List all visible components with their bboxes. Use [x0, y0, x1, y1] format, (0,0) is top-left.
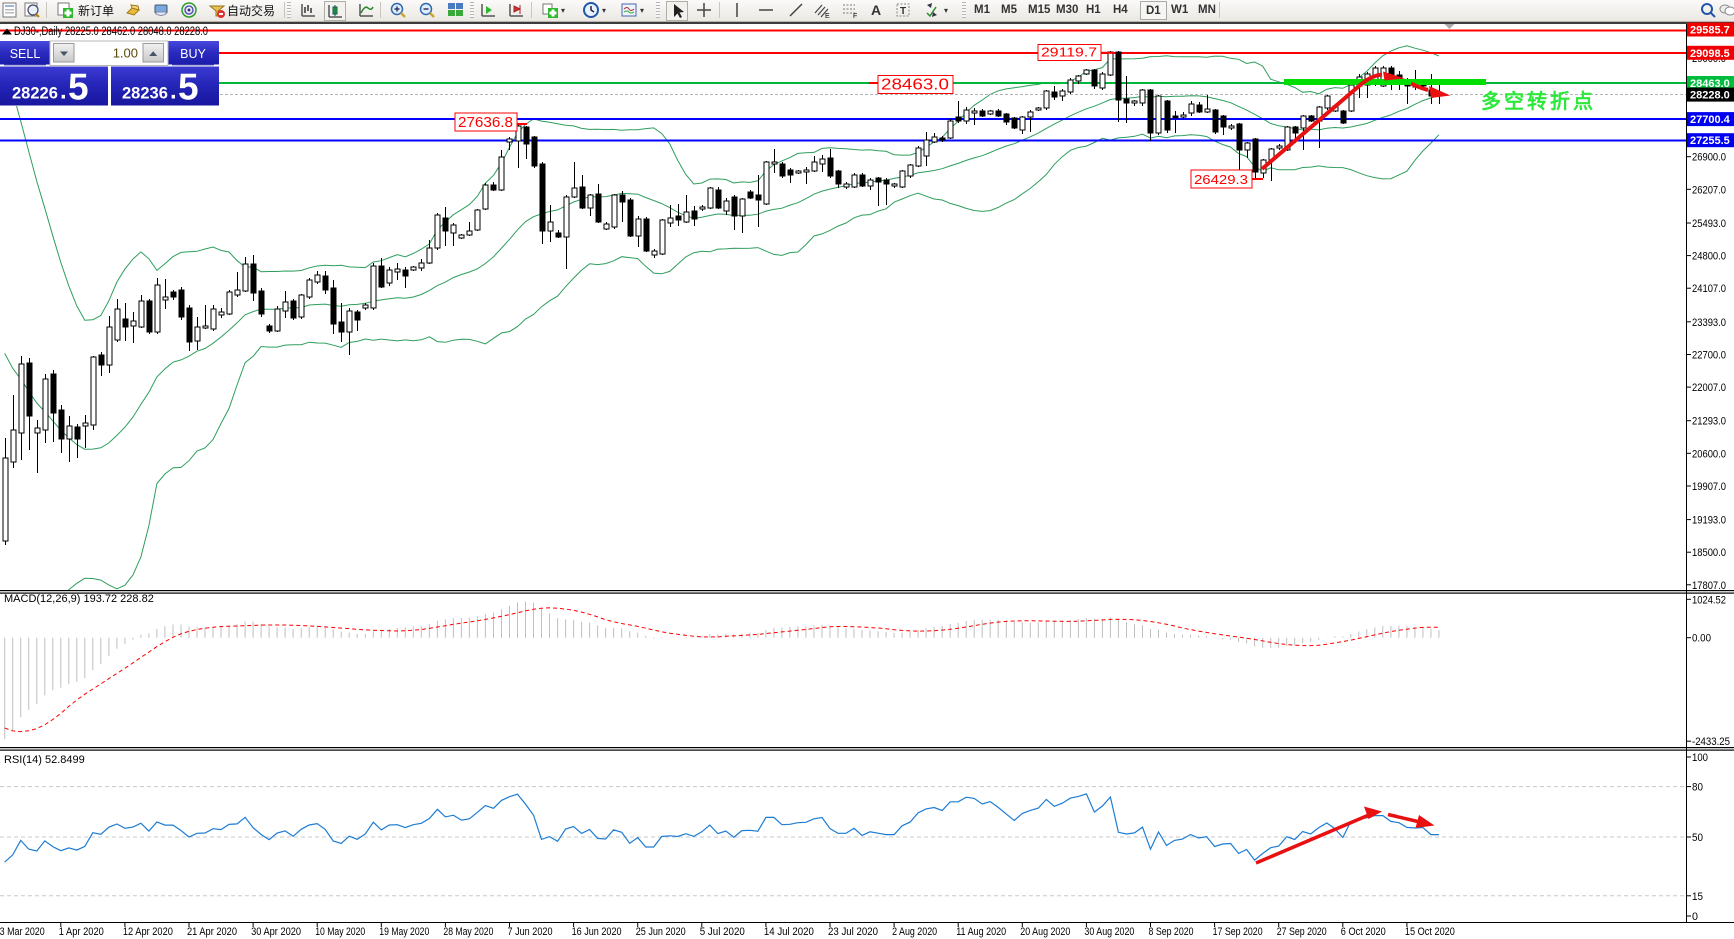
svg-text:27636.8: 27636.8: [458, 115, 513, 131]
svg-text:28463.0: 28463.0: [1690, 78, 1730, 90]
svg-text:19907.0: 19907.0: [1692, 481, 1726, 493]
svg-text:19193.0: 19193.0: [1692, 515, 1726, 527]
svg-text:12 Apr 2020: 12 Apr 2020: [123, 926, 173, 938]
svg-text:50: 50: [1692, 832, 1703, 844]
svg-text:23393.0: 23393.0: [1692, 317, 1726, 329]
svg-text:1024.52: 1024.52: [1692, 594, 1726, 606]
svg-text:28236: 28236: [122, 85, 168, 103]
svg-text:E: E: [825, 13, 830, 19]
svg-text:14 Jul 2020: 14 Jul 2020: [764, 926, 814, 938]
svg-text:30 Aug 2020: 30 Aug 2020: [1084, 926, 1134, 938]
svg-text:29098.5: 29098.5: [1690, 48, 1730, 60]
svg-text:7 Jun 2020: 7 Jun 2020: [508, 926, 553, 938]
svg-text:RSI(14) 52.8499: RSI(14) 52.8499: [4, 754, 85, 766]
svg-text:5: 5: [68, 67, 89, 108]
svg-text:BUY: BUY: [180, 47, 206, 61]
svg-text:28463.0: 28463.0: [881, 77, 949, 94]
svg-text:29585.7: 29585.7: [1690, 25, 1730, 37]
svg-text:23 Mar 2020: 23 Mar 2020: [0, 926, 45, 938]
svg-text:15: 15: [1692, 891, 1703, 903]
svg-text:17 Sep 2020: 17 Sep 2020: [1213, 926, 1263, 938]
svg-text:1.00: 1.00: [113, 46, 138, 61]
svg-text:29119.7: 29119.7: [1041, 45, 1097, 60]
svg-text:28228.0: 28228.0: [1690, 90, 1730, 102]
svg-text:28226: 28226: [12, 85, 58, 103]
svg-text:19 May 2020: 19 May 2020: [379, 926, 429, 938]
svg-text:17807.0: 17807.0: [1692, 580, 1726, 592]
svg-text:F: F: [853, 13, 857, 19]
svg-text:26900.0: 26900.0: [1692, 152, 1726, 164]
svg-text:0: 0: [1692, 911, 1698, 923]
svg-text:.: .: [60, 78, 67, 105]
svg-text:16 Jun 2020: 16 Jun 2020: [572, 926, 622, 938]
svg-text:27255.5: 27255.5: [1690, 135, 1730, 147]
svg-text:25 Jun 2020: 25 Jun 2020: [636, 926, 686, 938]
svg-text:30 Apr 2020: 30 Apr 2020: [251, 926, 301, 938]
svg-text:21 Apr 2020: 21 Apr 2020: [187, 926, 237, 938]
svg-text:23 Jul 2020: 23 Jul 2020: [828, 926, 878, 938]
svg-text:21293.0: 21293.0: [1692, 416, 1726, 428]
svg-text:18500.0: 18500.0: [1692, 547, 1726, 559]
svg-text:80: 80: [1692, 782, 1703, 794]
svg-text:8 Sep 2020: 8 Sep 2020: [1149, 926, 1194, 938]
svg-text:2 Aug 2020: 2 Aug 2020: [892, 926, 937, 938]
svg-text:22007.0: 22007.0: [1692, 382, 1726, 394]
svg-text:20 Aug 2020: 20 Aug 2020: [1020, 926, 1070, 938]
svg-text:100: 100: [1692, 752, 1708, 764]
svg-text:26207.0: 26207.0: [1692, 184, 1726, 196]
svg-text:25493.0: 25493.0: [1692, 218, 1726, 230]
svg-text:24107.0: 24107.0: [1692, 283, 1726, 295]
svg-text:27700.4: 27700.4: [1690, 114, 1731, 126]
svg-text:.: .: [170, 78, 177, 105]
svg-text:15 Oct 2020: 15 Oct 2020: [1405, 926, 1455, 938]
svg-text:多空转折点: 多空转折点: [1481, 89, 1596, 113]
svg-text:0.00: 0.00: [1692, 633, 1711, 645]
svg-text:-2433.25: -2433.25: [1692, 736, 1730, 748]
svg-text:5: 5: [178, 67, 199, 108]
svg-text:26429.3: 26429.3: [1194, 172, 1248, 187]
svg-text:24800.0: 24800.0: [1692, 251, 1726, 263]
svg-text:MACD(12,26,9) 193.72 228.82: MACD(12,26,9) 193.72 228.82: [4, 593, 154, 605]
svg-text:DJ30-,Daily 28225.0 28462.0 2: DJ30-,Daily 28225.0 28462.0 28048.0 2822…: [14, 26, 208, 38]
svg-text:6 Oct 2020: 6 Oct 2020: [1341, 926, 1386, 938]
svg-text:1 Apr 2020: 1 Apr 2020: [59, 926, 104, 938]
svg-text:SELL: SELL: [10, 47, 41, 61]
svg-text:10 May 2020: 10 May 2020: [315, 926, 365, 938]
svg-text:5 Jul 2020: 5 Jul 2020: [700, 926, 745, 938]
svg-text:11 Aug 2020: 11 Aug 2020: [956, 926, 1006, 938]
svg-text:20600.0: 20600.0: [1692, 448, 1726, 460]
svg-text:22700.0: 22700.0: [1692, 350, 1726, 362]
svg-text:27 Sep 2020: 27 Sep 2020: [1277, 926, 1327, 938]
svg-text:T: T: [900, 6, 906, 17]
svg-text:28 May 2020: 28 May 2020: [443, 926, 493, 938]
